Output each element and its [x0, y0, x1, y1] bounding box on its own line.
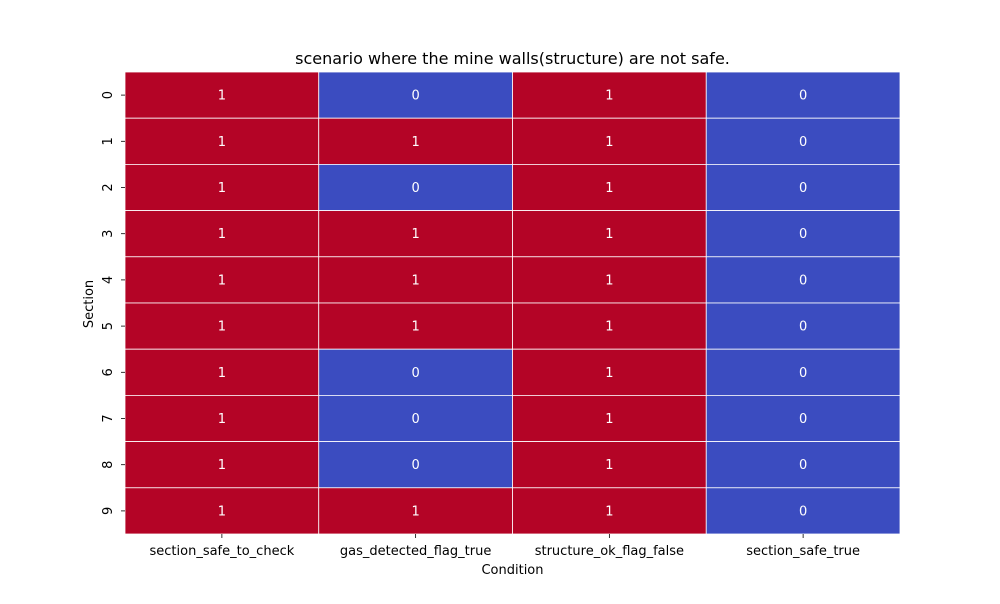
heatmap-cell — [318, 71, 513, 119]
heatmap-cell — [705, 441, 901, 489]
y-axis: 0 1 2 3 4 5 6 7 8 9 — [101, 91, 125, 515]
cell-value-label: 0 — [411, 458, 419, 473]
cell-value-label: 1 — [605, 135, 613, 150]
cell-value-label: 0 — [799, 135, 807, 150]
y-tick-label: 6 — [101, 368, 116, 376]
cell-value-label: 1 — [411, 227, 419, 242]
y-tick-label: 7 — [101, 414, 116, 422]
cell-value-label: 1 — [605, 273, 613, 288]
cell-value-label: 1 — [218, 504, 226, 519]
heatmap-cell — [318, 163, 513, 211]
heatmap-cell — [124, 256, 320, 304]
cell-value-label: 1 — [218, 181, 226, 196]
x-tick-label: section_safe_to_check — [150, 544, 295, 559]
cell-value-label: 0 — [799, 181, 807, 196]
cell-value-label: 0 — [411, 89, 419, 104]
cell-value-label: 0 — [799, 504, 807, 519]
cell-value-label: 1 — [605, 412, 613, 427]
y-tick-label: 2 — [101, 183, 116, 191]
heatmap-cell — [124, 117, 320, 165]
cell-value-label: 1 — [218, 227, 226, 242]
heatmap-cell — [318, 256, 513, 304]
heatmap-cell — [705, 302, 901, 350]
heatmap-cell — [512, 71, 707, 119]
heatmap-cell — [124, 394, 320, 442]
cell-value-label: 1 — [411, 135, 419, 150]
heatmap-cell — [318, 117, 513, 165]
heatmap-cell — [705, 348, 901, 396]
cell-value-label: 1 — [218, 135, 226, 150]
heatmap-cell — [512, 487, 707, 535]
cell-value-label: 1 — [218, 273, 226, 288]
heatmap-cell — [318, 210, 513, 258]
cell-value-label: 1 — [605, 181, 613, 196]
heatmap-cell — [512, 302, 707, 350]
cell-value-label: 0 — [799, 273, 807, 288]
heatmap-cell — [705, 487, 901, 535]
cell-value-label: 1 — [605, 458, 613, 473]
cell-value-label: 0 — [799, 412, 807, 427]
cell-value-label: 1 — [218, 366, 226, 381]
y-tick-label: 0 — [101, 91, 116, 99]
heatmap-cell — [124, 210, 320, 258]
y-axis-label: Section — [82, 280, 97, 328]
heatmap-cell — [124, 71, 320, 119]
cell-value-label: 0 — [799, 366, 807, 381]
y-tick-label: 8 — [101, 461, 116, 469]
heatmap-cell — [318, 487, 513, 535]
cell-value-label: 1 — [218, 320, 226, 335]
cell-value-label: 1 — [605, 89, 613, 104]
heatmap-cell — [124, 487, 320, 535]
y-tick-label: 4 — [101, 276, 116, 284]
x-axis-label: Condition — [481, 563, 543, 578]
heatmap-cell — [705, 256, 901, 304]
cell-value-label: 1 — [411, 273, 419, 288]
cell-value-label: 0 — [799, 458, 807, 473]
heatmap-cell — [512, 210, 707, 258]
x-tick-label: section_safe_true — [746, 544, 860, 559]
cell-value-label: 1 — [218, 412, 226, 427]
cell-value-label: 0 — [411, 412, 419, 427]
x-tick-label: structure_ok_flag_false — [535, 544, 684, 559]
cell-value-label: 1 — [605, 320, 613, 335]
cell-value-label: 1 — [605, 504, 613, 519]
heatmap-cell — [705, 117, 901, 165]
heatmap-cell — [705, 210, 901, 258]
y-tick-label: 5 — [101, 322, 116, 330]
cell-value-label: 0 — [799, 320, 807, 335]
cell-value-label: 1 — [605, 227, 613, 242]
heatmap-cell — [512, 348, 707, 396]
heatmap-cells — [124, 71, 901, 535]
cell-value-label: 1 — [605, 366, 613, 381]
cell-value-label: 0 — [411, 181, 419, 196]
cell-value-label: 1 — [411, 320, 419, 335]
heatmap-cell — [705, 163, 901, 211]
heatmap-cell — [512, 441, 707, 489]
cell-value-label: 0 — [799, 227, 807, 242]
cell-value-label: 1 — [411, 504, 419, 519]
cell-annotations: 1 0 1 0 1 1 1 0 1 0 1 0 1 1 1 0 1 1 1 0 1 1 1 0 1 0 1 0 1 0 1 0 1 0 1 0 1 1 1 0 — [218, 89, 808, 520]
y-tick-label: 3 — [101, 230, 116, 238]
heatmap-cell — [124, 348, 320, 396]
cell-value-label: 0 — [411, 366, 419, 381]
x-axis: section_safe_to_check gas_detected_flag_t… — [150, 534, 860, 559]
heatmap-cell — [512, 394, 707, 442]
cell-value-label: 0 — [799, 89, 807, 104]
heatmap-cell — [512, 256, 707, 304]
cell-value-label: 1 — [218, 89, 226, 104]
x-tick-label: gas_detected_flag_true — [340, 544, 491, 559]
heatmap-cell — [705, 71, 901, 119]
y-tick-label: 1 — [101, 137, 116, 145]
heatmap-cell — [318, 302, 513, 350]
chart-title: scenario where the mine walls(structure)… — [295, 49, 730, 68]
heatmap-cell — [124, 302, 320, 350]
cell-value-label: 1 — [218, 458, 226, 473]
y-tick-label: 9 — [101, 507, 116, 515]
